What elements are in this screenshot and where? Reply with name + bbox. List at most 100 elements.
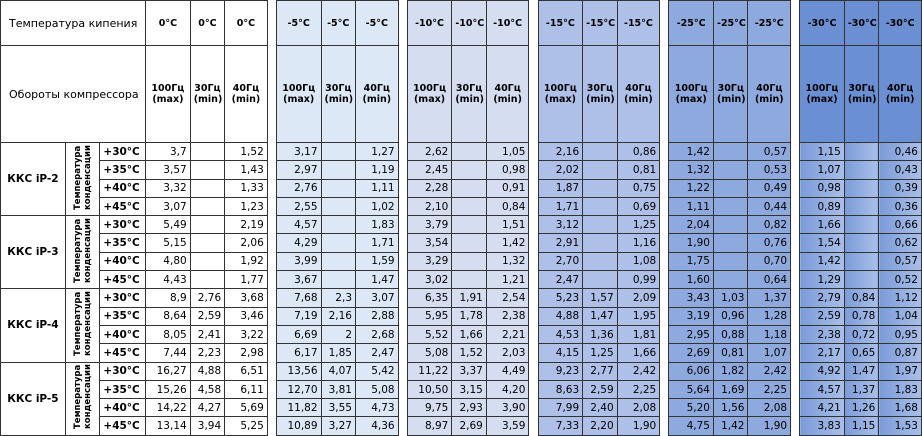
- cell: 1,52: [224, 141, 268, 162]
- cell: 0,57: [747, 141, 792, 162]
- cell: 1,29: [799, 270, 845, 290]
- data-row: +40°C 8,05 2,41 3,22 6,69 2 2,68 5,52 1,66 2,21 4,…: [1, 324, 922, 345]
- cell: 1,83: [878, 379, 922, 400]
- cell: 5,64: [668, 379, 714, 400]
- speed-mode: (max): [544, 94, 576, 105]
- cell: [712, 196, 749, 217]
- speed-mode: (min): [717, 94, 746, 105]
- evap-temp: -25°C: [747, 0, 792, 46]
- cell: 3,59: [485, 416, 530, 436]
- cell: 2,77: [582, 361, 618, 381]
- spacer: [528, 0, 539, 46]
- speed-hz: 30Гц: [325, 83, 352, 94]
- cell: 1,47: [843, 361, 880, 381]
- cell: 0,49: [747, 178, 792, 198]
- cell: 2,02: [537, 160, 584, 180]
- model-name: ККС iP-3: [0, 215, 66, 290]
- spacer: [659, 233, 670, 253]
- cell: [712, 233, 749, 253]
- cond-temp: +40°C: [99, 251, 147, 272]
- spacer: [397, 362, 408, 381]
- cell: 1,15: [799, 141, 845, 162]
- speed-hz: 40Гц: [756, 83, 783, 94]
- spacer: [528, 325, 539, 344]
- spacer: [397, 288, 408, 308]
- speed: 100Гц (max): [145, 45, 191, 143]
- cell: 3,27: [320, 416, 357, 436]
- cell: 4,07: [320, 361, 357, 381]
- spacer: [397, 0, 408, 46]
- cell: 3,12: [537, 215, 584, 235]
- spacer: [790, 45, 801, 143]
- speed: 30Гц (min): [582, 45, 618, 143]
- speed: 100Гц (max): [537, 45, 584, 143]
- cell: 2,47: [537, 270, 584, 290]
- cell: 0,46: [878, 141, 922, 162]
- cond-temp: +40°C: [99, 178, 147, 198]
- cell: 2,59: [799, 306, 845, 326]
- cond-temp: +30°C: [99, 141, 147, 162]
- evap-temp: -30°C: [843, 0, 880, 46]
- speed: 30Гц (min): [451, 45, 487, 143]
- spacer: [397, 160, 408, 180]
- speed-hz: 30Гц: [194, 83, 221, 94]
- cell: 1,25: [616, 215, 661, 235]
- evap-temp: 0°C: [224, 0, 268, 46]
- cell: 0,89: [799, 196, 845, 217]
- evap-temp: -30°C: [799, 0, 845, 46]
- cell: 1,15: [843, 416, 880, 436]
- cond-temp: +35°C: [99, 160, 147, 180]
- cell: 2,69: [668, 343, 714, 363]
- cell: 1,19: [355, 160, 399, 180]
- cell: 4,36: [355, 416, 399, 436]
- evap-temp: 0°C: [189, 0, 226, 46]
- data-row: ККС iP-2 Температура конденсации +30°C 3,7 1…: [0, 141, 922, 217]
- spacer: [790, 179, 801, 198]
- data-row: ККС iP-5 Температура конденсации +30°C 16,2…: [0, 361, 922, 436]
- spacer: [266, 380, 277, 399]
- evap-temp: -15°C: [537, 0, 584, 46]
- cell: 1,26: [843, 398, 880, 418]
- spacer: [397, 179, 408, 198]
- cell: [843, 160, 880, 180]
- cell: 2,40: [582, 398, 618, 418]
- cell: 0,88: [712, 324, 749, 345]
- cell: 11,82: [275, 398, 322, 418]
- spacer: [397, 270, 408, 289]
- cell: 0,66: [878, 215, 922, 235]
- cell: 2,76: [189, 288, 226, 308]
- cell: 2,76: [275, 178, 322, 198]
- cell: [189, 233, 226, 253]
- data-row: +40°C 4,80 1,92 3,99 1,59 3,29 1,32 2,70 1,08 1,7…: [1, 251, 922, 272]
- cell: 2,79: [799, 288, 845, 308]
- cell: 2,91: [537, 233, 584, 253]
- speed-mode: (max): [283, 94, 315, 105]
- spacer: [659, 416, 670, 436]
- cell: [189, 251, 226, 272]
- cell: 0,62: [878, 233, 922, 253]
- cell: [843, 270, 880, 290]
- spacer: [266, 160, 277, 180]
- spacer: [528, 270, 539, 289]
- cell: [712, 160, 749, 180]
- spacer: [266, 179, 277, 198]
- cell: 0,76: [747, 233, 792, 253]
- spacer: [266, 362, 277, 381]
- cell: 1,52: [451, 343, 487, 363]
- cell: 1,92: [224, 251, 268, 272]
- spacer: [528, 288, 539, 308]
- cell: 0,78: [843, 306, 880, 326]
- cell: 2,95: [668, 324, 714, 345]
- speed-mode: (max): [675, 94, 707, 105]
- cond-temp: +35°C: [99, 306, 147, 326]
- cell: [451, 233, 487, 253]
- cell: 1,25: [582, 343, 618, 363]
- cell: 2,38: [485, 306, 530, 326]
- cond-label: Температура конденсации: [72, 364, 93, 430]
- cell: 2,41: [189, 324, 226, 345]
- cell: [451, 270, 487, 290]
- cell: 1,07: [747, 343, 792, 363]
- data-row: +35°C 5,15 2,06 4,29 1,71 3,54 1,42 2,91 1,16 1,9…: [1, 233, 922, 253]
- cond-temp: +30°C: [99, 288, 147, 308]
